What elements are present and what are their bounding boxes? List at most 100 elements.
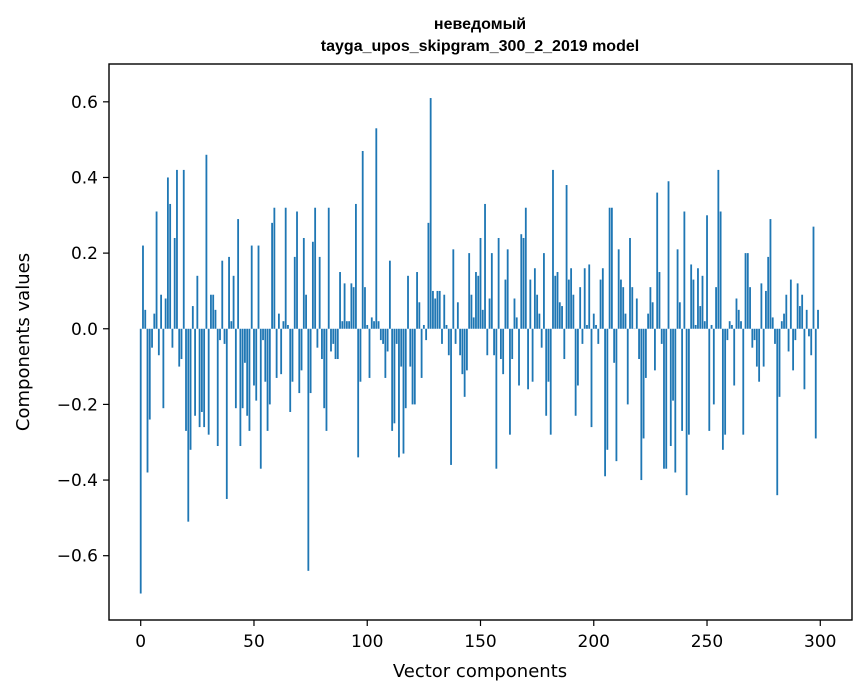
bar bbox=[497, 237, 500, 329]
bar bbox=[776, 328, 779, 496]
bar bbox=[339, 272, 341, 329]
bar bbox=[343, 283, 346, 329]
bar bbox=[400, 328, 403, 367]
x-tick-label: 0 bbox=[135, 632, 146, 652]
bar bbox=[244, 328, 246, 363]
chart-title: неведомый bbox=[434, 16, 526, 33]
y-axis: −0.6 −0.4 −0.2 0.0 0.2 0.4 0.6 bbox=[57, 93, 109, 567]
bar bbox=[395, 328, 398, 344]
bar bbox=[277, 313, 280, 329]
bar bbox=[481, 309, 484, 329]
bar bbox=[379, 328, 382, 341]
bar bbox=[164, 298, 167, 329]
bar bbox=[767, 256, 770, 329]
bar bbox=[232, 275, 235, 329]
bar bbox=[212, 294, 215, 329]
bar bbox=[681, 328, 684, 431]
bar bbox=[511, 328, 514, 360]
bar bbox=[246, 328, 249, 416]
bar bbox=[416, 272, 418, 329]
bar bbox=[771, 317, 774, 329]
bar bbox=[798, 306, 801, 329]
bar bbox=[373, 321, 375, 329]
bar bbox=[332, 328, 335, 344]
bar bbox=[475, 272, 477, 329]
bar bbox=[432, 290, 434, 329]
bar bbox=[624, 313, 627, 329]
bar bbox=[196, 275, 199, 329]
bar bbox=[445, 324, 448, 329]
bar bbox=[142, 245, 144, 329]
bar bbox=[479, 237, 482, 329]
bar bbox=[366, 324, 369, 329]
bar bbox=[447, 328, 450, 356]
bar bbox=[250, 245, 253, 329]
bar bbox=[316, 328, 319, 348]
bar bbox=[200, 328, 203, 412]
x-tick-label: 50 bbox=[243, 632, 265, 652]
bar bbox=[699, 306, 702, 329]
bar bbox=[268, 328, 271, 405]
bar bbox=[180, 328, 183, 360]
x-tick-label: 100 bbox=[351, 632, 383, 652]
bar bbox=[305, 294, 307, 329]
bar bbox=[622, 287, 625, 329]
bar bbox=[726, 328, 729, 341]
bar bbox=[565, 185, 568, 329]
bar bbox=[760, 283, 763, 329]
bar bbox=[527, 328, 529, 390]
bar bbox=[409, 328, 412, 367]
bar bbox=[309, 328, 312, 394]
x-tick-label: 150 bbox=[464, 632, 496, 652]
bar bbox=[651, 302, 654, 329]
bar bbox=[271, 222, 274, 329]
bar bbox=[604, 328, 606, 477]
y-tick-label: −0.2 bbox=[57, 395, 98, 415]
bar bbox=[706, 215, 708, 329]
bar bbox=[219, 328, 221, 341]
bar bbox=[545, 328, 548, 416]
x-tick-label: 250 bbox=[691, 632, 723, 652]
bar bbox=[264, 328, 267, 382]
bar bbox=[477, 275, 480, 329]
bar bbox=[590, 328, 593, 428]
bar bbox=[499, 328, 502, 360]
bar bbox=[228, 256, 230, 329]
bar bbox=[708, 328, 711, 431]
bar bbox=[422, 324, 425, 329]
plot-frame bbox=[108, 63, 853, 621]
bar bbox=[239, 328, 242, 447]
bar bbox=[751, 328, 754, 348]
bar bbox=[656, 192, 659, 329]
bar bbox=[703, 321, 706, 329]
bar bbox=[783, 313, 785, 329]
y-tick-label: −0.6 bbox=[57, 547, 98, 567]
bar bbox=[644, 328, 647, 378]
bar bbox=[601, 268, 604, 329]
bar bbox=[631, 287, 634, 329]
bar bbox=[139, 328, 142, 594]
bar bbox=[225, 328, 228, 499]
bar bbox=[556, 272, 559, 329]
bar bbox=[579, 287, 582, 329]
bar bbox=[450, 328, 452, 465]
bar bbox=[733, 328, 736, 386]
bar bbox=[350, 283, 353, 329]
bar bbox=[558, 302, 561, 329]
bar bbox=[187, 328, 190, 522]
bar bbox=[287, 324, 289, 329]
bar bbox=[595, 324, 597, 329]
bar bbox=[241, 328, 244, 409]
bar bbox=[749, 287, 751, 329]
bar bbox=[728, 321, 731, 329]
bar bbox=[336, 328, 339, 360]
bar bbox=[205, 154, 208, 329]
bar bbox=[248, 328, 251, 431]
bar bbox=[490, 253, 493, 329]
bar bbox=[533, 268, 536, 329]
bar bbox=[334, 328, 337, 360]
bar bbox=[375, 128, 378, 329]
bar bbox=[626, 328, 629, 405]
bar bbox=[805, 309, 808, 329]
bar bbox=[325, 328, 328, 431]
